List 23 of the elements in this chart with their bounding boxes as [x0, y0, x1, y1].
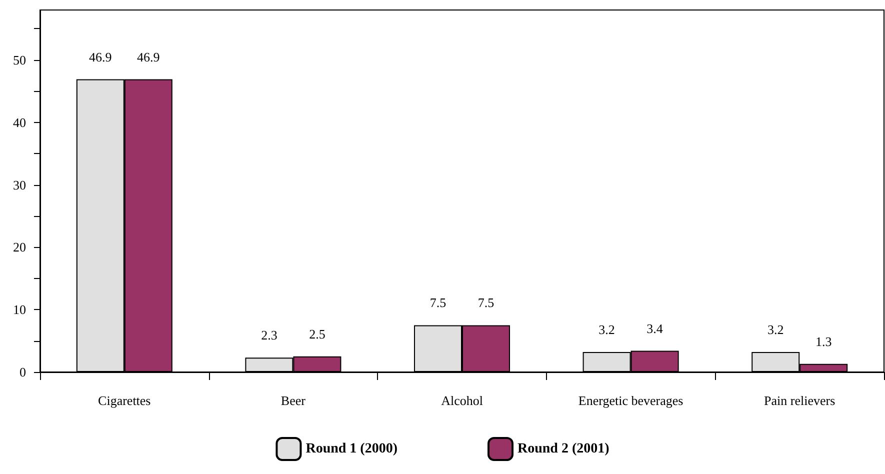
y-tick-label: 40: [13, 114, 26, 130]
data-label: 2.5: [309, 326, 326, 342]
legend-label: Round 2 (2001): [518, 442, 610, 456]
x-tick-label: Cigarettes: [98, 393, 151, 408]
x-tick-label: Pain relievers: [764, 393, 836, 408]
data-label: 3.4: [646, 320, 664, 336]
data-label: 2.3: [261, 328, 278, 343]
data-label: 1.3: [815, 334, 832, 349]
data-label: 3.2: [598, 322, 615, 338]
y-tick-label: 20: [13, 240, 26, 255]
y-tick-label: 30: [13, 177, 26, 192]
x-tick-label: Alcohol: [441, 393, 484, 408]
y-tick-label: 50: [13, 52, 26, 68]
y-tick-label: 0: [20, 364, 26, 380]
data-label: 3.2: [767, 322, 784, 338]
data-label: 46.9: [137, 49, 160, 64]
legend-label: Round 1 (2000): [306, 442, 398, 456]
y-tick-label: 10: [13, 302, 26, 318]
data-label: 7.5: [478, 295, 494, 310]
data-label: 46.9: [89, 49, 112, 64]
data-label: 7.5: [430, 295, 446, 310]
x-tick-label: Energetic beverages: [578, 393, 684, 408]
x-tick-label: Beer: [280, 393, 306, 408]
